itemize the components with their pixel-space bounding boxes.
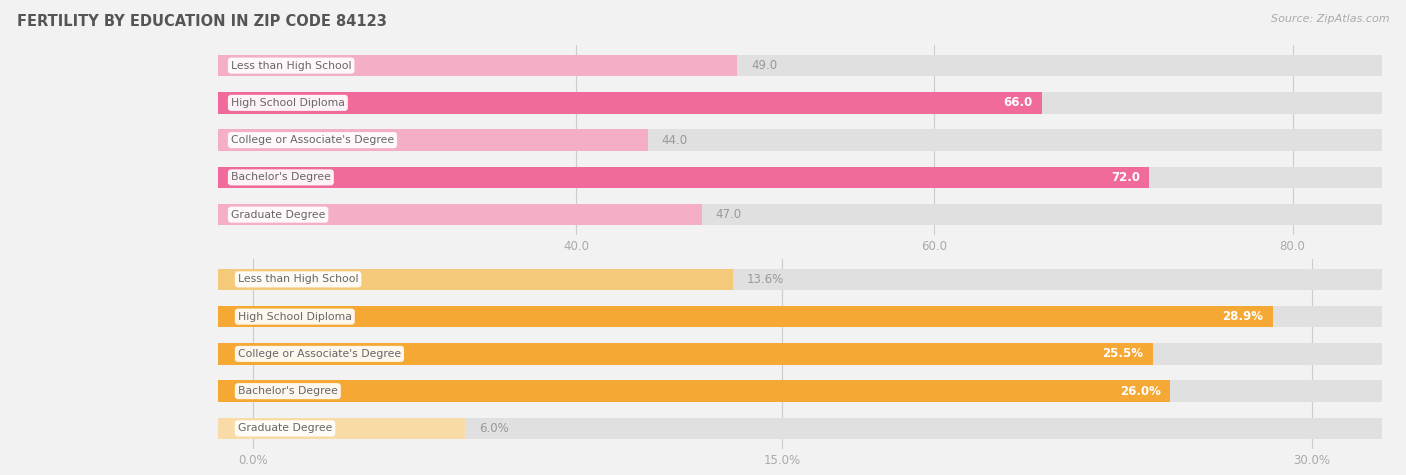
Bar bbox=[218, 418, 1382, 439]
Bar bbox=[218, 129, 1382, 151]
Text: FERTILITY BY EDUCATION IN ZIP CODE 84123: FERTILITY BY EDUCATION IN ZIP CODE 84123 bbox=[17, 14, 387, 29]
Bar bbox=[218, 55, 1382, 76]
Text: 49.0: 49.0 bbox=[751, 59, 778, 72]
Text: Bachelor's Degree: Bachelor's Degree bbox=[231, 172, 330, 182]
Text: Less than High School: Less than High School bbox=[231, 61, 352, 71]
Text: 47.0: 47.0 bbox=[716, 208, 741, 221]
Text: Bachelor's Degree: Bachelor's Degree bbox=[238, 386, 337, 396]
Text: 26.0%: 26.0% bbox=[1121, 385, 1161, 398]
Text: Less than High School: Less than High School bbox=[238, 275, 359, 285]
Text: 72.0: 72.0 bbox=[1111, 171, 1140, 184]
Bar bbox=[218, 92, 1042, 114]
Text: College or Associate's Degree: College or Associate's Degree bbox=[231, 135, 394, 145]
Text: College or Associate's Degree: College or Associate's Degree bbox=[238, 349, 401, 359]
Bar bbox=[218, 343, 1382, 365]
Text: High School Diploma: High School Diploma bbox=[238, 312, 352, 322]
Text: 28.9%: 28.9% bbox=[1222, 310, 1264, 323]
Bar bbox=[218, 306, 1382, 327]
Bar bbox=[218, 129, 648, 151]
Text: High School Diploma: High School Diploma bbox=[231, 98, 344, 108]
Text: 44.0: 44.0 bbox=[662, 133, 688, 147]
Bar bbox=[218, 306, 1272, 327]
Bar bbox=[218, 167, 1382, 188]
Bar bbox=[218, 167, 1149, 188]
Bar bbox=[218, 204, 1382, 226]
Text: 25.5%: 25.5% bbox=[1102, 347, 1143, 361]
Text: Graduate Degree: Graduate Degree bbox=[238, 423, 332, 433]
Text: 6.0%: 6.0% bbox=[479, 422, 509, 435]
Text: Graduate Degree: Graduate Degree bbox=[231, 209, 325, 219]
Bar bbox=[218, 268, 733, 290]
Text: 13.6%: 13.6% bbox=[747, 273, 785, 286]
Bar bbox=[218, 380, 1382, 402]
Bar bbox=[218, 268, 1382, 290]
Bar bbox=[218, 92, 1382, 114]
Bar bbox=[218, 418, 465, 439]
Bar bbox=[218, 55, 737, 76]
Bar bbox=[218, 380, 1170, 402]
Text: Source: ZipAtlas.com: Source: ZipAtlas.com bbox=[1271, 14, 1389, 24]
Bar bbox=[218, 343, 1153, 365]
Text: 66.0: 66.0 bbox=[1004, 96, 1032, 109]
Bar bbox=[218, 204, 702, 226]
